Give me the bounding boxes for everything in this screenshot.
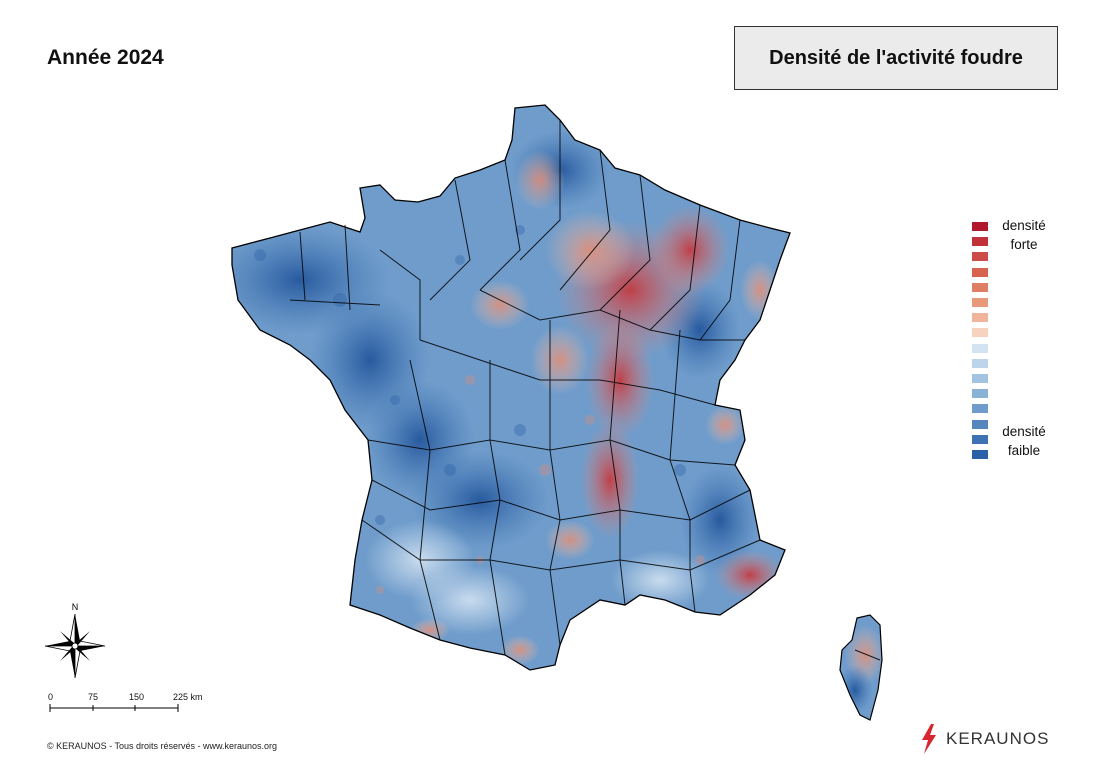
- legend-swatch: [972, 374, 988, 383]
- legend-swatch: [972, 252, 988, 262]
- legend-swatch: [972, 267, 988, 277]
- legend-swatch: [972, 389, 988, 399]
- legend-swatch: [972, 298, 988, 307]
- scale-tick-0: 0: [48, 692, 54, 702]
- legend-swatch: [972, 404, 988, 414]
- department-borders: [289, 120, 881, 661]
- scale-tick-150: 150: [129, 692, 145, 702]
- legend-swatch: [972, 282, 988, 292]
- legend-bottom-label-1: densité: [1002, 424, 1046, 439]
- lightning-bolt-icon: [922, 724, 936, 754]
- brand-name: KERAUNOS: [946, 729, 1050, 748]
- lightning-density-layer: [232, 105, 882, 720]
- copyright-text: © KERAUNOS - Tous droits réservés - www.…: [47, 741, 278, 751]
- map-title-box: Densité de l'activité foudre: [734, 26, 1058, 90]
- legend-top-label-2: forte: [1010, 237, 1038, 252]
- legend-swatch: [972, 313, 988, 323]
- map-title: Densité de l'activité foudre: [769, 46, 1023, 69]
- legend-top-label-1: densité: [1002, 218, 1046, 233]
- legend-swatch: [972, 222, 988, 231]
- scale-tick-225: 225 km: [173, 692, 203, 702]
- corsica-outline: [839, 614, 883, 721]
- legend-swatch: [972, 419, 988, 429]
- scale-tick-75: 75: [88, 692, 99, 702]
- compass-north-label: N: [72, 602, 79, 612]
- legend-swatch: [972, 343, 988, 353]
- legend-swatch: [972, 237, 988, 247]
- legend-swatch: [972, 328, 988, 338]
- brand-logo: KERAUNOS: [920, 724, 1049, 754]
- legend-swatch: [972, 450, 988, 459]
- compass-rose-icon: N: [44, 602, 106, 678]
- legend-bottom-label-2: faible: [1007, 443, 1041, 458]
- year-label: Année 2024: [47, 46, 164, 69]
- legend-swatch: [972, 434, 988, 444]
- legend-swatch: [972, 358, 988, 368]
